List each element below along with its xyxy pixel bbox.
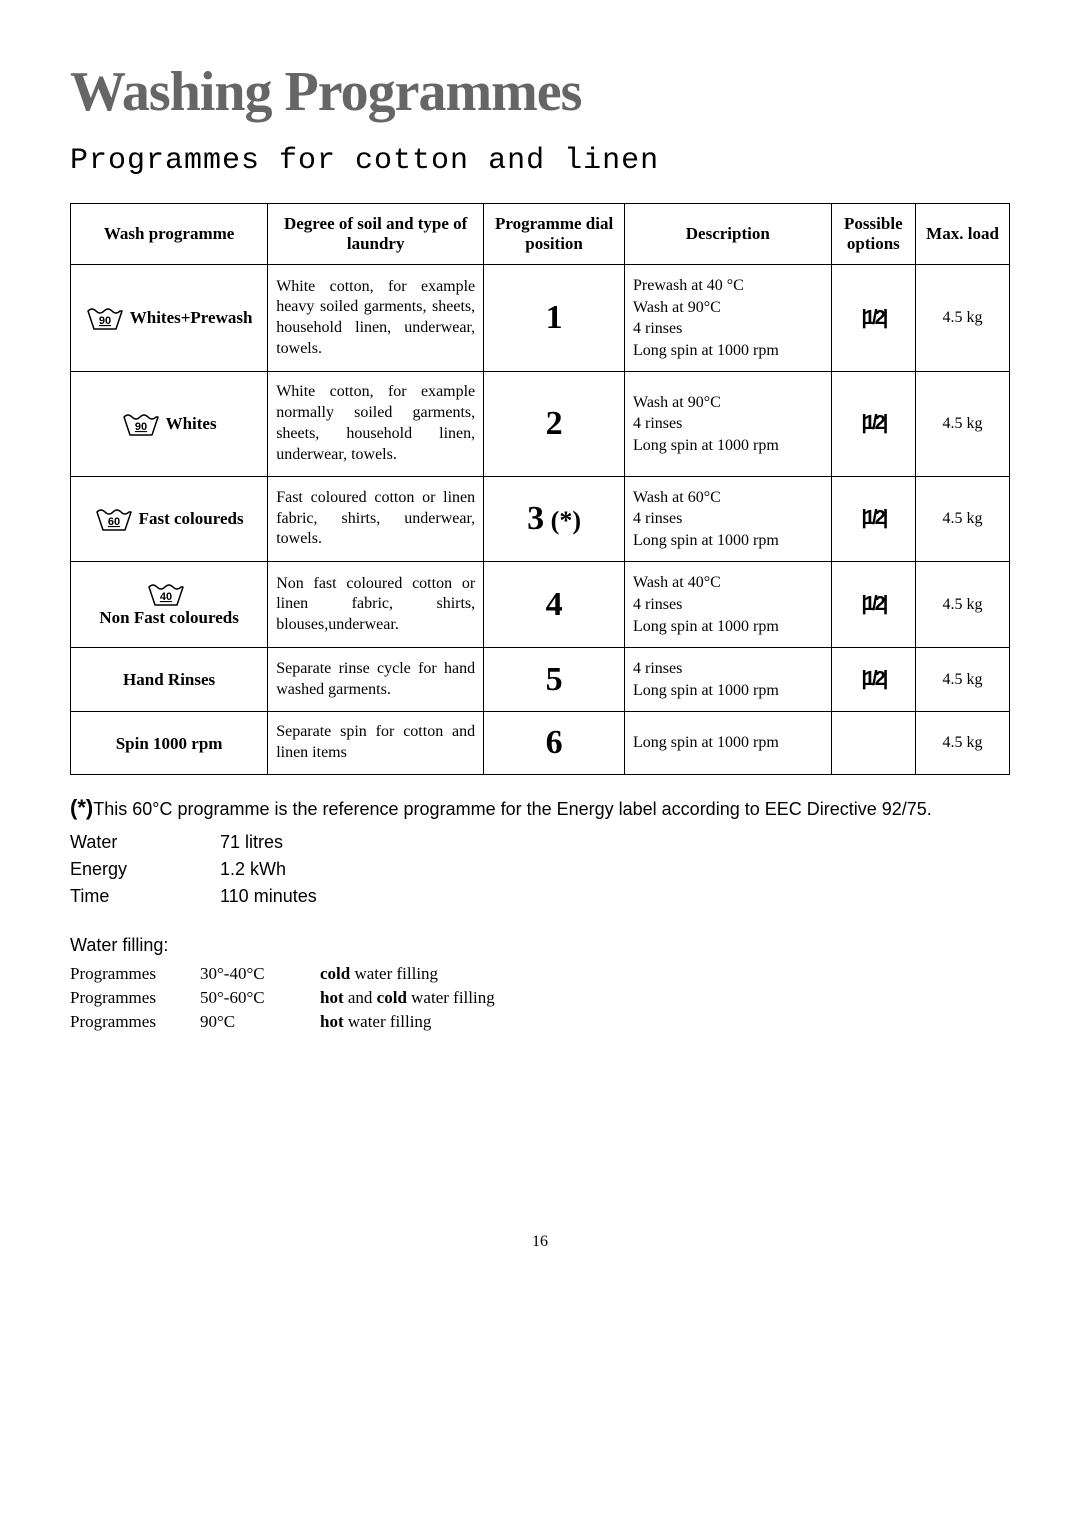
filling-col3: cold water filling: [320, 962, 438, 986]
options-cell: |1/2|: [831, 476, 916, 562]
load-cell: 4.5 kg: [916, 476, 1010, 562]
table-header: Degree of soil and type of laundry: [268, 204, 484, 265]
spec-label: Time: [70, 883, 220, 910]
wash-tub-icon: 40: [147, 581, 185, 607]
svg-text:40: 40: [160, 591, 172, 603]
table-row: Spin 1000 rpm Separate spin for cotton an…: [71, 712, 1010, 775]
filling-col2: 50°-60°C: [200, 986, 320, 1010]
svg-text:90: 90: [134, 421, 146, 433]
programme-name: Whites+Prewash: [130, 308, 253, 328]
table-header: Max. load: [916, 204, 1010, 265]
svg-text:90: 90: [99, 315, 111, 327]
page-title: Washing Programmes: [70, 60, 1010, 124]
soil-cell: White cotton, for example normally soile…: [268, 372, 484, 476]
dial-cell: 3 (*): [484, 476, 625, 562]
dial-cell: 2: [484, 372, 625, 476]
options-cell: |1/2|: [831, 372, 916, 476]
soil-cell: Separate spin for cotton and linen items: [268, 712, 484, 775]
filling-col2: 90°C: [200, 1010, 320, 1034]
half-load-icon: |1/2|: [861, 593, 885, 615]
table-row: 90 WhitesWhite cotton, for example norma…: [71, 372, 1010, 476]
table-header: Programme dial position: [484, 204, 625, 265]
footnote-text: This 60°C programme is the reference pro…: [93, 799, 932, 819]
filling-row: Programmes30°-40°Ccold water filling: [70, 962, 1010, 986]
filling-col1: Programmes: [70, 962, 200, 986]
programme-name: Hand Rinses: [123, 670, 215, 690]
soil-cell: Fast coloured cotton or linen fabric, sh…: [268, 476, 484, 562]
filling-col2: 30°-40°C: [200, 962, 320, 986]
specs-list: Water71 litresEnergy1.2 kWhTime110 minut…: [70, 829, 1010, 910]
programme-cell: 90 Whites: [71, 372, 268, 476]
load-cell: 4.5 kg: [916, 372, 1010, 476]
filling-col1: Programmes: [70, 986, 200, 1010]
programme-cell: 40 Non Fast coloureds: [71, 562, 268, 648]
programme-name: Non Fast coloureds: [99, 608, 238, 628]
filling-col3: hot water filling: [320, 1010, 431, 1034]
options-cell: |1/2|: [831, 648, 916, 712]
soil-cell: Separate rinse cycle for hand washed gar…: [268, 648, 484, 712]
programme-name: Whites: [166, 414, 217, 434]
load-cell: 4.5 kg: [916, 712, 1010, 775]
programme-cell: 90 Whites+Prewash: [71, 265, 268, 372]
page-number: 16: [70, 1233, 1010, 1251]
dial-cell: 1: [484, 265, 625, 372]
half-load-icon: |1/2|: [861, 412, 885, 434]
dial-cell: 4: [484, 562, 625, 648]
half-load-icon: |1/2|: [861, 668, 885, 690]
dial-cell: 6: [484, 712, 625, 775]
filling-row: Programmes90°Chot water filling: [70, 1010, 1010, 1034]
programme-name: Fast coloureds: [139, 509, 244, 529]
load-cell: 4.5 kg: [916, 265, 1010, 372]
wash-tub-icon: 90: [122, 411, 160, 437]
soil-cell: Non fast coloured cotton or linen fabric…: [268, 562, 484, 648]
filling-row: Programmes50°-60°Chot and cold water fil…: [70, 986, 1010, 1010]
spec-value: 71 litres: [220, 829, 283, 856]
description-cell: Wash at 40°C4 rinsesLong spin at 1000 rp…: [625, 562, 832, 648]
dial-cell: 5: [484, 648, 625, 712]
table-row: 40 Non Fast colouredsNon fast coloured c…: [71, 562, 1010, 648]
table-header: Possible options: [831, 204, 916, 265]
spec-value: 110 minutes: [220, 883, 317, 910]
table-row: Hand Rinses Separate rinse cycle for hand…: [71, 648, 1010, 712]
spec-row: Time110 minutes: [70, 883, 1010, 910]
spec-label: Water: [70, 829, 220, 856]
table-row: 60 Fast colouredsFast coloured cotton or…: [71, 476, 1010, 562]
svg-text:60: 60: [107, 516, 119, 528]
water-filling-list: Programmes30°-40°Ccold water fillingProg…: [70, 962, 1010, 1033]
options-cell: [831, 712, 916, 775]
programme-cell: 60 Fast coloureds: [71, 476, 268, 562]
description-cell: 4 rinsesLong spin at 1000 rpm: [625, 648, 832, 712]
programme-cell: Spin 1000 rpm: [71, 712, 268, 775]
table-header: Wash programme: [71, 204, 268, 265]
description-cell: Wash at 90°C4 rinsesLong spin at 1000 rp…: [625, 372, 832, 476]
programme-name: Spin 1000 rpm: [116, 734, 223, 754]
programme-cell: Hand Rinses: [71, 648, 268, 712]
footnote: (*)This 60°C programme is the reference …: [70, 795, 1010, 821]
spec-row: Water71 litres: [70, 829, 1010, 856]
options-cell: |1/2|: [831, 265, 916, 372]
load-cell: 4.5 kg: [916, 562, 1010, 648]
footnote-marker: (*): [70, 795, 93, 820]
table-row: 90 Whites+PrewashWhite cotton, for examp…: [71, 265, 1010, 372]
wash-tub-icon: 90: [86, 305, 124, 331]
spec-row: Energy1.2 kWh: [70, 856, 1010, 883]
water-filling-title: Water filling:: [70, 935, 1010, 956]
filling-col1: Programmes: [70, 1010, 200, 1034]
half-load-icon: |1/2|: [861, 507, 885, 529]
description-cell: Long spin at 1000 rpm: [625, 712, 832, 775]
options-cell: |1/2|: [831, 562, 916, 648]
description-cell: Wash at 60°C4 rinsesLong spin at 1000 rp…: [625, 476, 832, 562]
section-subtitle: Programmes for cotton and linen: [70, 144, 1010, 178]
spec-label: Energy: [70, 856, 220, 883]
table-header: Description: [625, 204, 832, 265]
filling-col3: hot and cold water filling: [320, 986, 495, 1010]
spec-value: 1.2 kWh: [220, 856, 286, 883]
soil-cell: White cotton, for example heavy soiled g…: [268, 265, 484, 372]
description-cell: Prewash at 40 °CWash at 90°C4 rinsesLong…: [625, 265, 832, 372]
load-cell: 4.5 kg: [916, 648, 1010, 712]
wash-tub-icon: 60: [95, 506, 133, 532]
programmes-table: Wash programmeDegree of soil and type of…: [70, 203, 1010, 775]
half-load-icon: |1/2|: [861, 307, 885, 329]
